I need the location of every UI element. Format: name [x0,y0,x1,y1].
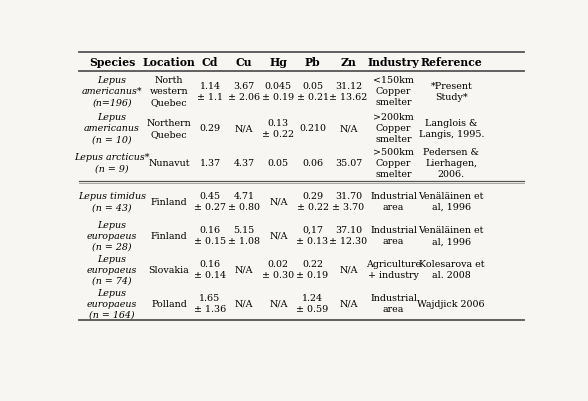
Text: 1.14
± 1.1: 1.14 ± 1.1 [197,82,223,102]
Text: Industrial
area: Industrial area [370,225,417,245]
Text: 1.24
± 0.59: 1.24 ± 0.59 [296,294,329,314]
Text: 0,17
± 0.13: 0,17 ± 0.13 [296,225,329,245]
Text: Industry: Industry [368,57,419,68]
Text: N/A: N/A [339,265,358,274]
Text: Industrial
area: Industrial area [370,192,417,212]
Text: N/A: N/A [339,299,358,308]
Text: Venäläinen et
al, 1996: Venäläinen et al, 1996 [419,192,484,212]
Text: Kolesarova et
al. 2008: Kolesarova et al. 2008 [419,259,484,279]
Text: 5.15
± 1.08: 5.15 ± 1.08 [228,225,260,245]
Text: Cu: Cu [236,57,252,68]
Text: 0.16
± 0.15: 0.16 ± 0.15 [194,225,226,245]
Text: N/A: N/A [235,124,253,133]
Text: Reference: Reference [420,57,482,68]
Text: Industrial
area: Industrial area [370,294,417,314]
Text: Polland: Polland [151,299,187,308]
Text: Nunavut: Nunavut [148,159,190,168]
Text: 0.22
± 0.19: 0.22 ± 0.19 [296,259,329,279]
Text: 0.05
± 0.21: 0.05 ± 0.21 [296,82,329,102]
Text: Langlois &
Langis, 1995.: Langlois & Langis, 1995. [419,118,484,138]
Text: Lepus
americanus
(n = 10): Lepus americanus (n = 10) [84,113,140,144]
Text: <150km
Copper
smelter: <150km Copper smelter [373,76,414,107]
Text: N/A: N/A [269,197,288,206]
Text: N/A: N/A [269,299,288,308]
Text: Species: Species [89,57,135,68]
Text: Lepus
europaeus
(n = 74): Lepus europaeus (n = 74) [87,254,137,285]
Text: Lepus
americanus*
(n=196): Lepus americanus* (n=196) [82,76,142,107]
Text: N/A: N/A [235,265,253,274]
Text: 31.70
± 3.70: 31.70 ± 3.70 [332,192,365,212]
Text: Zn: Zn [340,57,356,68]
Text: 0.13
± 0.22: 0.13 ± 0.22 [262,118,295,138]
Text: Hg: Hg [269,57,288,68]
Text: N/A: N/A [269,231,288,240]
Text: 0.045
± 0.19: 0.045 ± 0.19 [262,82,295,102]
Text: 1.37: 1.37 [199,159,220,168]
Text: >200km
Copper
smelter: >200km Copper smelter [373,113,414,144]
Text: 4.71
± 0.80: 4.71 ± 0.80 [228,192,260,212]
Text: 37.10
± 12.30: 37.10 ± 12.30 [329,225,368,245]
Text: 3.67
± 2.06: 3.67 ± 2.06 [228,82,260,102]
Text: 4.37: 4.37 [233,159,255,168]
Text: Location: Location [143,57,195,68]
Text: 0.29: 0.29 [199,124,220,133]
Text: 1.65
± 1.36: 1.65 ± 1.36 [194,294,226,314]
Text: Lepus
europaeus
(n = 28): Lepus europaeus (n = 28) [87,220,137,251]
Text: *Present
Study*: *Present Study* [430,82,472,102]
Text: 0.29
± 0.22: 0.29 ± 0.22 [296,192,329,212]
Text: Northern
Quebec: Northern Quebec [146,118,191,138]
Text: Lepus timidus
(n = 43): Lepus timidus (n = 43) [78,192,146,212]
Text: 31.12
± 13.62: 31.12 ± 13.62 [329,82,368,102]
Text: Pb: Pb [305,57,320,68]
Text: Venäläinen et
al, 1996: Venäläinen et al, 1996 [419,225,484,245]
Text: Wajdjick 2006: Wajdjick 2006 [417,299,485,308]
Text: 35.07: 35.07 [335,159,362,168]
Text: Slovakia: Slovakia [149,265,189,274]
Text: N/A: N/A [339,124,358,133]
Text: Finland: Finland [151,197,188,206]
Text: 0.02
± 0.30: 0.02 ± 0.30 [262,259,295,279]
Text: Lepus
europaeus
(n = 164): Lepus europaeus (n = 164) [87,288,137,319]
Text: >500km
Copper
smelter: >500km Copper smelter [373,148,414,179]
Text: N/A: N/A [235,299,253,308]
Text: 0.06: 0.06 [302,159,323,168]
Text: 0.45
± 0.27: 0.45 ± 0.27 [194,192,226,212]
Text: North
western
Quebec: North western Quebec [150,76,188,107]
Text: Pedersen &
Lierhagen,
2006.: Pedersen & Lierhagen, 2006. [423,148,479,179]
Text: Agriculture
+ industry: Agriculture + industry [366,259,421,279]
Text: 0.210: 0.210 [299,124,326,133]
Text: Lepus arcticus*
(n = 9): Lepus arcticus* (n = 9) [74,153,150,173]
Text: Finland: Finland [151,231,188,240]
Text: 0.16
± 0.14: 0.16 ± 0.14 [194,259,226,279]
Text: Cd: Cd [202,57,218,68]
Text: 0.05: 0.05 [268,159,289,168]
